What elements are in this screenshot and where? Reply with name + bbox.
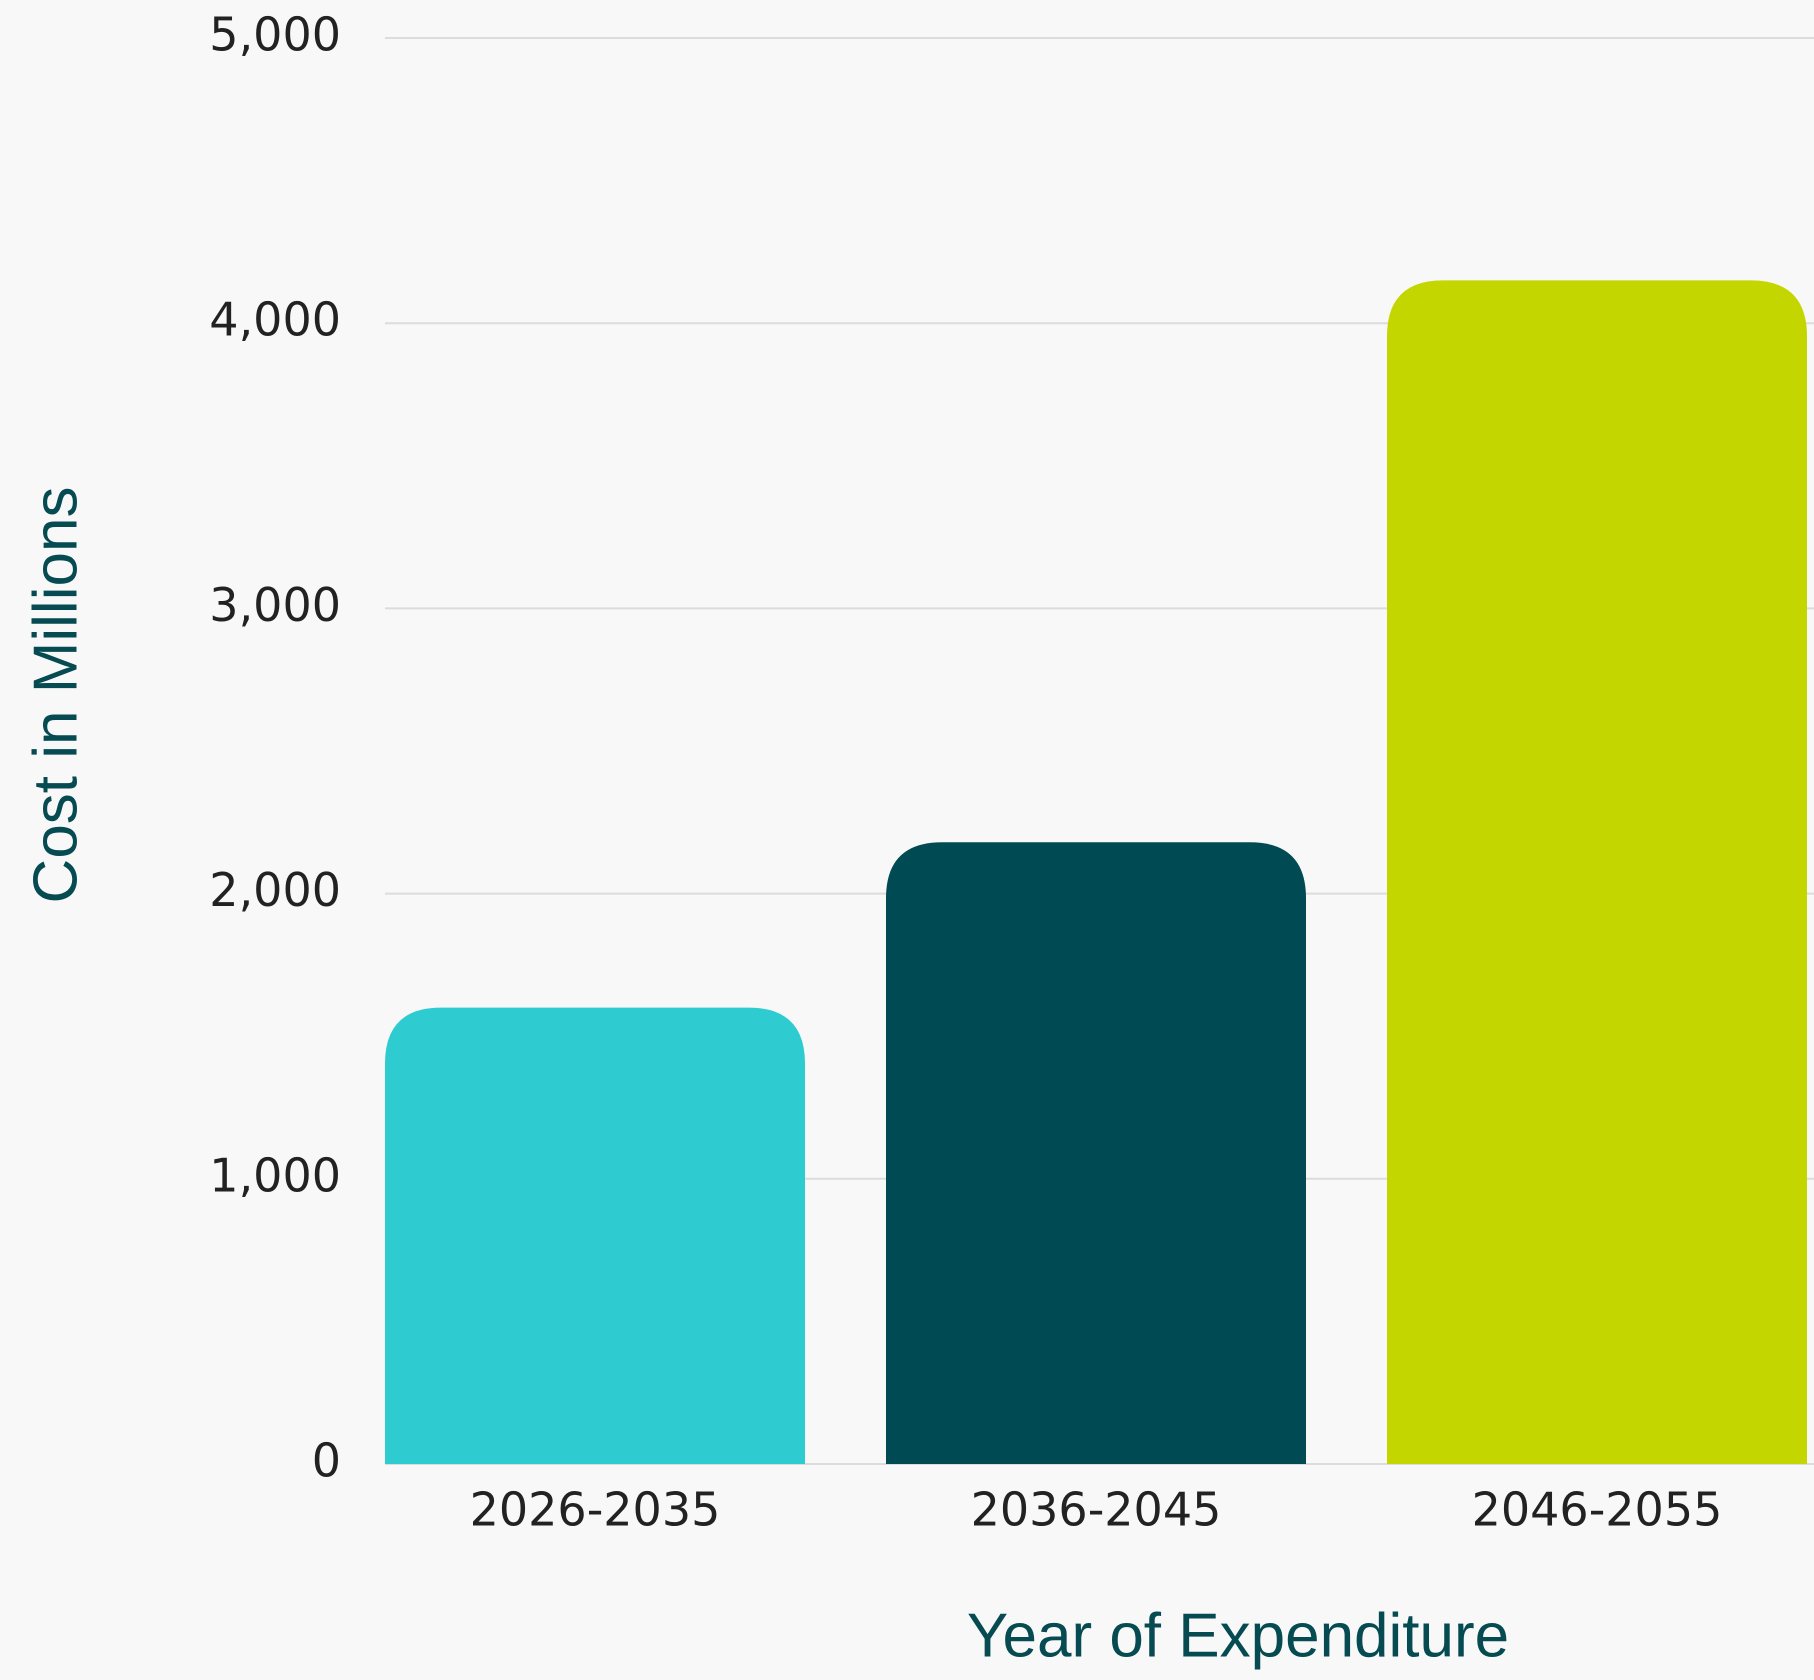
y-tick-label: 1,000	[209, 1148, 341, 1202]
x-axis-title: Year of Expenditure	[967, 1601, 1509, 1670]
y-tick-label: 0	[312, 1434, 341, 1488]
y-tick-label: 5,000	[209, 8, 341, 62]
y-axis-title: Cost in Millions	[21, 487, 90, 904]
bar	[1387, 280, 1807, 1464]
bar	[385, 1007, 805, 1464]
bar	[886, 842, 1306, 1464]
x-tick-label: 2036-2045	[971, 1483, 1222, 1537]
watermark: DRAFT	[1766, 224, 1814, 1151]
y-tick-label: 4,000	[209, 293, 341, 347]
x-tick-label: 2046-2055	[1472, 1483, 1723, 1537]
x-tick-label: 2026-2035	[470, 1483, 721, 1537]
y-tick-label: 2,000	[209, 863, 341, 917]
y-tick-label: 3,000	[209, 578, 341, 632]
